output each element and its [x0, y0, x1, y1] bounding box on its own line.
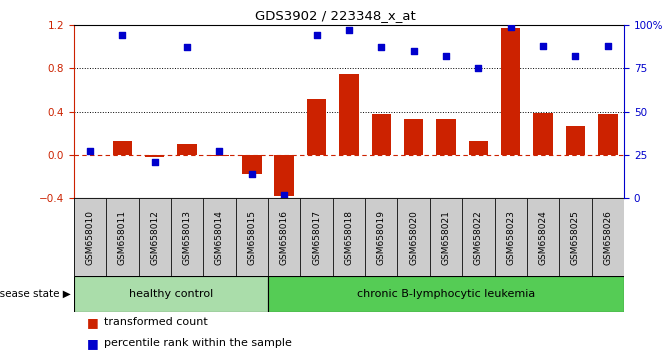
Point — [603, 43, 613, 48]
Bar — [236, 198, 268, 276]
Bar — [177, 144, 197, 155]
Bar — [372, 114, 391, 155]
Bar — [203, 198, 236, 276]
Text: GSM658010: GSM658010 — [85, 210, 95, 265]
Bar — [397, 198, 430, 276]
Text: GSM658014: GSM658014 — [215, 210, 224, 265]
Text: ■: ■ — [87, 316, 99, 329]
Point — [279, 192, 290, 198]
Bar — [404, 119, 423, 155]
Text: GSM658026: GSM658026 — [603, 210, 613, 265]
Text: GSM658023: GSM658023 — [506, 210, 515, 265]
Bar — [274, 155, 294, 196]
Point — [408, 48, 419, 53]
Point — [473, 65, 484, 71]
Bar — [145, 155, 164, 157]
Bar — [171, 198, 203, 276]
Bar — [138, 198, 171, 276]
Bar — [301, 198, 333, 276]
Point — [570, 53, 581, 59]
Point — [376, 45, 386, 50]
Bar — [501, 28, 521, 155]
Point — [441, 53, 452, 59]
Bar — [462, 198, 495, 276]
Text: GDS3902 / 223348_x_at: GDS3902 / 223348_x_at — [255, 9, 416, 22]
FancyBboxPatch shape — [268, 276, 624, 312]
Text: GSM658020: GSM658020 — [409, 210, 418, 265]
Text: healthy control: healthy control — [129, 289, 213, 299]
Bar — [495, 198, 527, 276]
Text: GSM658016: GSM658016 — [280, 210, 289, 265]
Bar — [436, 119, 456, 155]
Point — [246, 171, 257, 177]
Point — [85, 149, 95, 154]
Text: transformed count: transformed count — [104, 317, 208, 327]
Text: GSM658022: GSM658022 — [474, 210, 483, 264]
Point — [505, 24, 516, 29]
Text: percentile rank within the sample: percentile rank within the sample — [104, 338, 292, 348]
Bar — [113, 141, 132, 155]
Bar — [74, 198, 106, 276]
Bar — [527, 198, 560, 276]
FancyBboxPatch shape — [74, 276, 268, 312]
Point — [150, 159, 160, 165]
Text: GSM658018: GSM658018 — [344, 210, 354, 265]
Bar — [430, 198, 462, 276]
Bar — [566, 126, 585, 155]
Bar — [340, 74, 358, 155]
Bar — [560, 198, 592, 276]
Text: GSM658024: GSM658024 — [539, 210, 548, 264]
Bar — [307, 98, 326, 155]
Text: ■: ■ — [87, 337, 99, 350]
Bar — [210, 155, 229, 156]
Text: GSM658012: GSM658012 — [150, 210, 159, 265]
Bar — [365, 198, 397, 276]
Bar — [592, 198, 624, 276]
Point — [182, 45, 193, 50]
Bar — [468, 141, 488, 155]
Point — [537, 43, 548, 48]
Point — [117, 32, 127, 38]
Point — [311, 32, 322, 38]
Text: GSM658013: GSM658013 — [183, 210, 192, 265]
Bar — [333, 198, 365, 276]
Bar — [533, 113, 553, 155]
Bar — [268, 198, 301, 276]
Text: chronic B-lymphocytic leukemia: chronic B-lymphocytic leukemia — [357, 289, 535, 299]
Text: GSM658011: GSM658011 — [118, 210, 127, 265]
Text: disease state ▶: disease state ▶ — [0, 289, 70, 299]
Text: GSM658021: GSM658021 — [442, 210, 450, 265]
Point — [344, 27, 354, 33]
Text: GSM658019: GSM658019 — [377, 210, 386, 265]
Text: GSM658015: GSM658015 — [248, 210, 256, 265]
Bar — [598, 114, 617, 155]
Point — [214, 149, 225, 154]
Bar — [242, 155, 262, 175]
Text: GSM658017: GSM658017 — [312, 210, 321, 265]
Bar — [106, 198, 138, 276]
Text: GSM658025: GSM658025 — [571, 210, 580, 265]
